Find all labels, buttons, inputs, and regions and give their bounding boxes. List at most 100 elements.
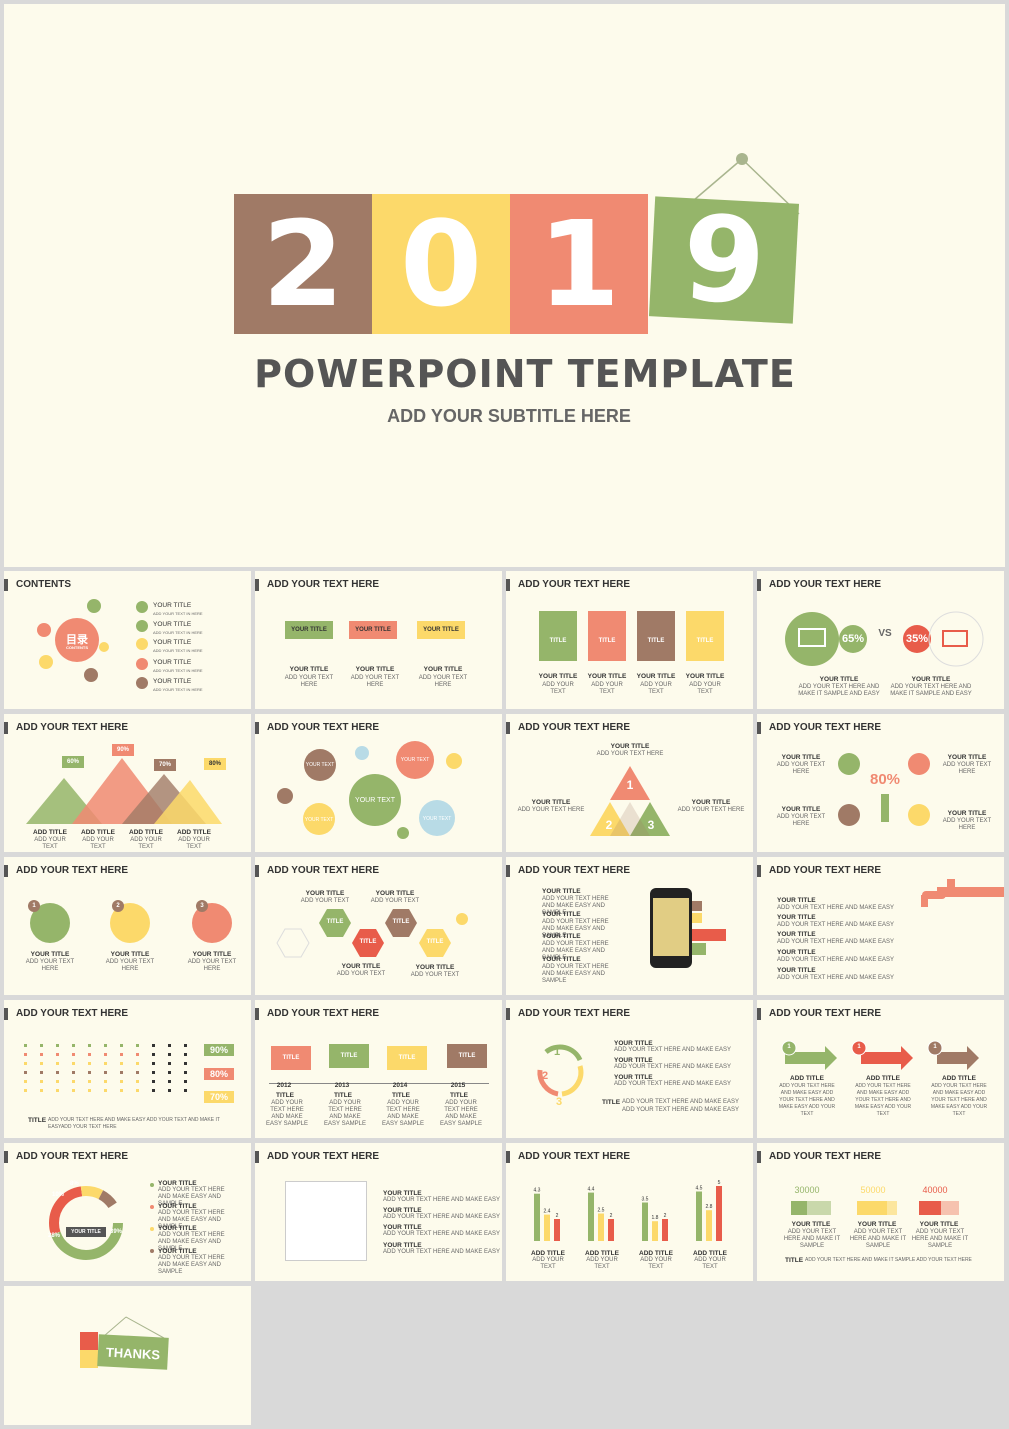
slide-18[interactable]: ADD YOUR TEXT HERE YOUR TITLE ADD YOUR T… [255,1143,502,1281]
cycle-number: 2 [542,1070,549,1082]
grid-dot [72,1071,75,1074]
footer-label: TITLE [28,1117,47,1124]
list-title: YOUR TITLE [158,1203,197,1210]
grid-dot [120,1044,123,1047]
list-text: ADD YOUR TEXT HERE AND MAKE EASY AND SAM… [158,1187,225,1207]
donut-percent: 28% [48,1233,61,1239]
peak-percent: 80% [208,761,221,767]
bar [544,1214,550,1241]
grid-dot [72,1089,75,1092]
grid-dot [88,1062,91,1065]
item-title: YOUR TITLE [110,951,150,958]
slide-header: ADD YOUR TEXT HERE [757,579,881,591]
grid-dot [184,1089,187,1092]
grid-dot [56,1071,59,1074]
timeline-text: ADD YOUR TEXT HERE AND MAKE EASY SAMPLE [440,1100,482,1127]
mountain-chart [26,744,226,824]
group-title: ADD TITLE [531,1250,565,1257]
list-text: ADD YOUR TEXT HERE AND MAKE EASY AND SAM… [542,941,609,961]
card-text: ADD YOUR TEXT [640,682,672,695]
grid-dot [104,1062,107,1065]
bar [642,1202,648,1241]
slide-13[interactable]: ADD YOUR TEXT HERE 90% 80% 70% TITLE ADD… [4,1000,251,1138]
slide-7[interactable]: ADD YOUR TEXT HERE 1 2 3 YOUR TITLE ADD … [506,714,753,852]
slide-15[interactable]: ADD YOUR TEXT HERE 1 2 3 YOUR TITLE ADD … [506,1000,753,1138]
hex-text: ADD YOUR TEXT [410,972,460,978]
list-title: YOUR TITLE [383,1224,422,1231]
grid-dot [24,1044,27,1047]
title-slide[interactable]: 2 0 1 9 POWERPOINT TEMPLATE ADD YOUR SUB… [4,4,1005,567]
slide-header: ADD YOUR TEXT HERE [4,1151,128,1163]
grid-dot [136,1080,139,1083]
peak-title: ADD TITLE [177,829,211,836]
list-text: ADD YOUR TEXT HERE AND MAKE EASY AND SAM… [158,1232,225,1252]
grid-dot [120,1071,123,1074]
slide-header: ADD YOUR TEXT HERE [4,865,128,877]
bar [554,1219,560,1241]
bar [716,1186,722,1241]
cycle-number: 3 [556,1096,563,1108]
grid-dot [104,1044,107,1047]
footer-text: ADD YOUR TEXT HERE AND MAKE EASY [622,1099,740,1105]
donut-chart [49,1183,154,1260]
slide-8[interactable]: ADD YOUR TEXT HERE 80% YOUR TITLE ADD YO… [757,714,1004,852]
slide-2[interactable]: ADD YOUR TEXT HERE YOUR TITLE YOUR TITLE… [255,571,502,709]
triangle-diagram [590,766,670,836]
donut-percent: 10% [52,1192,65,1198]
image-placeholder [285,1181,367,1261]
list-text: ADD YOUR TEXT HERE AND MAKE EASY [614,1081,732,1087]
footer-text: ADD YOUR TEXT HERE AND MAKE IT SAMPLE AD… [805,1257,972,1263]
contents-diagram [37,599,148,689]
timeline-title: TITLE [391,1092,411,1099]
bar [534,1193,540,1241]
slide-3[interactable]: ADD YOUR TEXT HERE TITLE TITLE TITLE TIT… [506,571,753,709]
slide-10[interactable]: ADD YOUR TEXT HERE TITLE TITLE TITLE TIT… [255,857,502,995]
card-label: YOUR TITLE [417,621,465,639]
slide-contents[interactable]: CONTENTS 目录 CONTENTS YOUR TITLE ADD YOUR… [4,571,251,709]
slide-16[interactable]: ADD YOUR TEXT HERE 1 1 1 ADD TITLE ADD Y… [757,1000,1004,1138]
cycle-number: 1 [554,1046,561,1058]
top-text: ADD YOUR TEXT HERE [596,751,664,757]
battery-value: 40000 [922,1185,948,1195]
slide-5[interactable]: ADD YOUR TEXT HERE 60% 90% 70% 80% ADD T… [4,714,251,852]
list-text: ADD YOUR TEXT HERE AND MAKE EASY [777,939,895,945]
arrow-graphic [781,1040,979,1070]
slide-6[interactable]: ADD YOUR TEXT HERE YOUR TEXT YOUR TEXT Y… [255,714,502,852]
list-title: YOUR TITLE [158,1248,197,1255]
slide-9[interactable]: ADD YOUR TEXT HERE 1 2 3 YOUR TITLE YOUR… [4,857,251,995]
slide-11[interactable]: ADD YOUR TEXT HERE YOUR TITLE ADD YOUR T… [506,857,753,995]
peak-text: ADD YOUR TEXT [34,837,66,850]
footer-text: ADD YOUR TEXT HERE AND MAKE EASY ADD YOU… [48,1117,220,1130]
slide-17[interactable]: ADD YOUR TEXT HERE 8% 10% 28% 39% YOUR T… [4,1143,251,1281]
slide-thanks[interactable]: THANKS [4,1286,251,1425]
list-text: ADD YOUR TEXT HERE AND MAKE EASY [383,1249,501,1255]
grid-dot [24,1062,27,1065]
slide-4[interactable]: ADD YOUR TEXT HERE 65% VS 35% YOUR TITLE… [757,571,1004,709]
slide-19[interactable]: ADD YOUR TEXT HERE 4.3 2.4 2 4.4 2.5 2 3.5 1.8 2… [506,1143,753,1281]
list-text: ADD YOUR TEXT HERE AND MAKE EASY [777,905,895,911]
right-text: ADD YOUR TEXT HERE [677,807,745,813]
icon-number: 1 [32,903,36,909]
peak-title: ADD TITLE [33,829,67,836]
slide-header: ADD YOUR TEXT HERE [506,865,630,877]
year-digit-0: 0 [372,194,510,334]
percent-tag: 80% [204,1068,234,1080]
list-title: YOUR TITLE [383,1207,422,1214]
card-label: TITLE [686,611,724,661]
group-text: ADD YOUR TEXT [694,1257,726,1270]
list-title: YOUR TITLE [158,1225,197,1232]
peak-text: ADD YOUR TEXT [130,837,162,850]
slide-20[interactable]: ADD YOUR TEXT HERE 30000 50000 40000 YOU… [757,1143,1004,1281]
grid-dot [120,1089,123,1092]
slide-14[interactable]: ADD YOUR TEXT HERE TITLE TITLE TITLE TIT… [255,1000,502,1138]
peak-percent: 70% [158,762,171,768]
slide-12[interactable]: ADD YOUR TEXT HERE YOUR TITLE ADD YOUR T… [757,857,1004,995]
hex-text: ADD YOUR TEXT [370,898,420,904]
list-item-text: ADD YOUR TEXT IN HERE [153,668,203,673]
grid-dot [24,1089,27,1092]
donut-center-label: YOUR TITLE [71,1229,101,1235]
timeline-year: 2012 [276,1082,292,1089]
icon-number: 2 [116,903,120,909]
card-text: ADD YOUR TEXT [689,682,721,695]
list-item-title: YOUR TITLE [153,659,192,666]
